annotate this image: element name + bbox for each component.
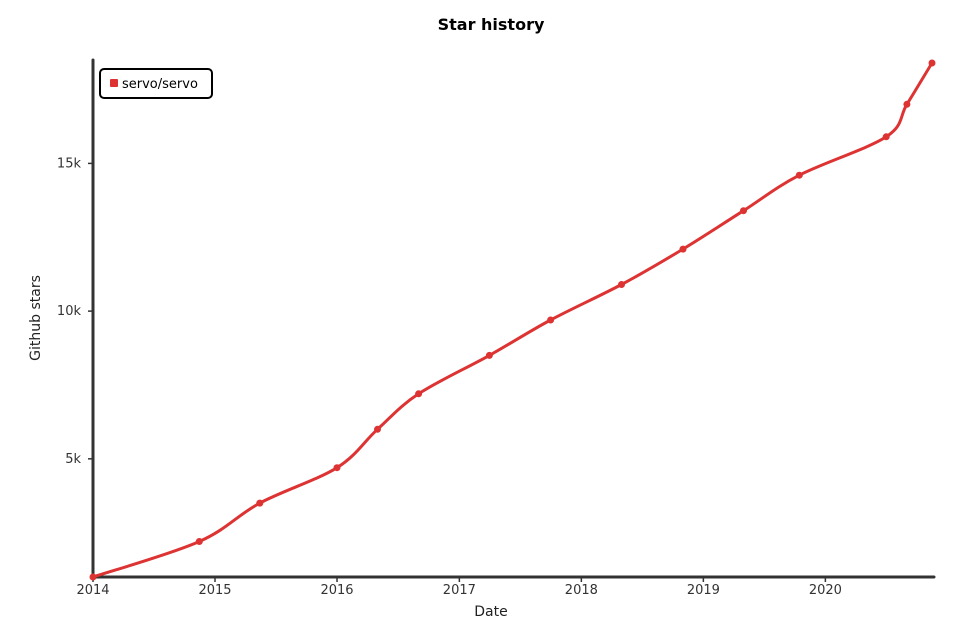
y-tick-label: 10k	[57, 304, 82, 319]
y-axis-label: Github stars	[28, 275, 44, 361]
data-point	[415, 390, 423, 398]
legend-label: servo/servo	[122, 77, 198, 92]
x-tick-label: 2019	[687, 583, 720, 598]
data-point	[903, 100, 911, 108]
x-tick-label: 2020	[809, 583, 842, 598]
x-axis-label: Date	[474, 604, 507, 620]
data-point	[740, 207, 747, 215]
data-point	[679, 245, 687, 253]
x-tick-label: 2018	[565, 583, 598, 598]
x-tick-label: 2014	[76, 583, 109, 598]
axes	[91, 58, 936, 580]
data-point	[89, 573, 97, 581]
data-point	[882, 133, 890, 141]
data-point	[547, 316, 555, 324]
y-tick-label: 15k	[57, 156, 82, 171]
data-point	[195, 538, 203, 545]
data-point	[795, 171, 803, 179]
data-point	[618, 281, 625, 288]
data-point	[928, 59, 936, 67]
x-ticks: 2014 2015 2016 2017 2018 2019 2020	[76, 577, 842, 598]
x-tick-label: 2015	[198, 583, 231, 598]
x-tick-label: 2017	[443, 583, 476, 598]
data-point	[333, 464, 341, 472]
data-point	[485, 351, 493, 359]
series-layer	[89, 59, 936, 581]
legend: servo/servo	[99, 68, 213, 99]
data-point	[374, 425, 381, 433]
y-ticks: 5k 10k 15k	[57, 156, 93, 467]
y-tick-label: 5k	[65, 452, 81, 467]
data-point	[256, 499, 264, 507]
legend-box	[99, 68, 213, 99]
x-tick-label: 2016	[320, 583, 353, 598]
legend-swatch	[110, 79, 118, 87]
chart-title: Star history	[438, 15, 545, 34]
